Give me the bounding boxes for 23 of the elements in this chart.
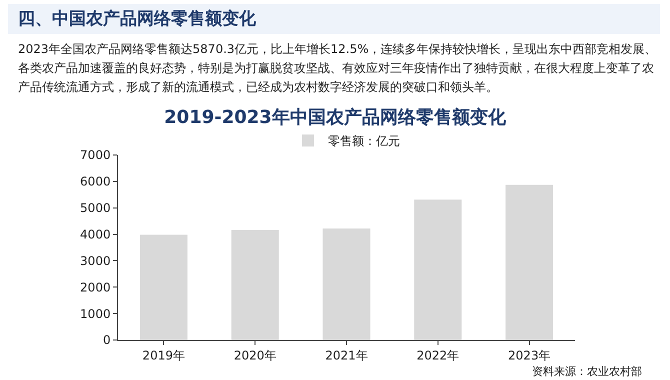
y-tick-label: 7000 [80, 148, 111, 162]
y-tick-label: 6000 [80, 174, 111, 189]
y-tick-label: 3000 [80, 254, 111, 268]
y-tick-label: 1000 [80, 306, 111, 321]
y-tick-label: 0 [102, 333, 111, 348]
x-tick-label: 2019年 [142, 348, 185, 362]
bar [322, 228, 370, 340]
legend-label: 零售额：亿元 [328, 134, 400, 148]
x-tick-label: 2021年 [325, 348, 368, 362]
x-tick-label: 2022年 [416, 348, 460, 362]
bar [140, 234, 188, 340]
bar [506, 184, 554, 340]
x-tick-label: 2023年 [508, 348, 551, 362]
y-tick-label: 2000 [80, 280, 111, 294]
y-tick-label: 5000 [80, 201, 111, 216]
text: 四、中国农产品网络零售额变化 [8, 4, 660, 34]
chart-title: 2019-2023年中国农产品网络零售额变化 [164, 107, 507, 128]
text: 2023年全国农产品网络零售额达5870.3亿元，比上年增长12.5%，连续多年保持较快增长，呈现出东中西部竞相发展、各类农产品加速覆盖的良好态势，特别是为打赢脱贫攻坚战、有效应对三年疫情作出了独特贡献，在很大程度上变革了农产品传统流通方式，形成了新的流通模式，已经成为农村数字经济发展的突破口和领头羊。 [18, 41, 658, 96]
text: 资料来源：农业农村部 [532, 365, 642, 378]
x-tick-label: 2020年 [234, 348, 276, 362]
y-tick-label: 4000 [80, 227, 111, 242]
bar [231, 230, 279, 340]
bar [414, 200, 462, 340]
